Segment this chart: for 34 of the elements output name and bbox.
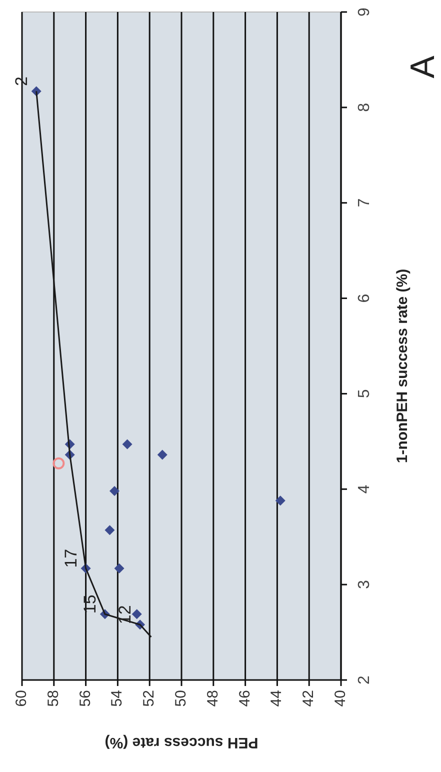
x-tick-label: 48	[204, 690, 222, 707]
text: A	[404, 55, 441, 78]
point	[275, 496, 286, 506]
y-tick-label: 2	[356, 675, 374, 684]
point	[110, 486, 120, 496]
point	[114, 563, 124, 574]
point	[157, 450, 168, 460]
annotation: 15	[80, 594, 100, 614]
y-tick-label: 5	[356, 389, 374, 398]
y-tick-label: 6	[356, 294, 374, 303]
x-tick-label: 58	[44, 690, 62, 707]
x-axis-title: PEH success rate (%)	[104, 734, 258, 752]
x-tick-label: 40	[332, 690, 349, 707]
x-tick-label: 42	[300, 690, 318, 707]
y-tick-label: 8	[356, 102, 374, 112]
x-tick-label: 50	[172, 690, 190, 707]
y-tick-label: 9	[356, 7, 374, 16]
point	[104, 525, 115, 536]
x-tick-label: 56	[76, 690, 94, 707]
x-tick-label: 60	[12, 690, 30, 707]
x-tick-label: 52	[140, 690, 158, 707]
point	[132, 609, 142, 620]
x-tick-label: 54	[108, 690, 126, 707]
y-tick-label: 7	[356, 198, 374, 208]
x-tick-label: 46	[236, 690, 254, 707]
y-axis-title: 1-nonPEH success rate (%)	[394, 268, 411, 464]
point	[52, 457, 65, 470]
annotation: 17	[61, 548, 80, 568]
annotation: 12	[116, 605, 135, 624]
annotation: 2	[12, 76, 31, 86]
y-tick-label: 3	[356, 580, 374, 590]
point	[122, 439, 132, 450]
y-tick-label: 4	[356, 484, 374, 494]
x-tick-label: 44	[268, 690, 286, 707]
